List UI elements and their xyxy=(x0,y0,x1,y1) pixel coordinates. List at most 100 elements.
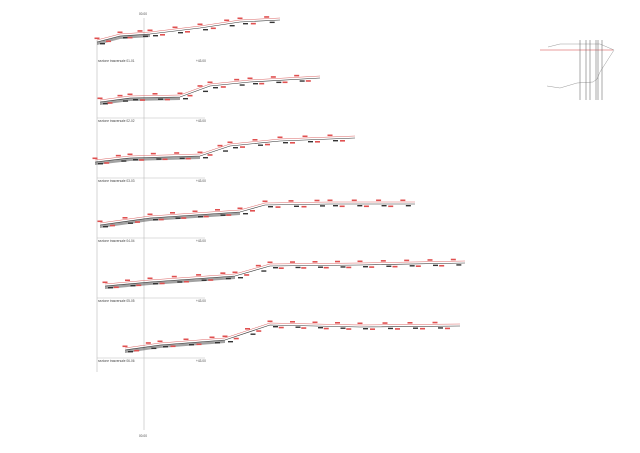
elevation-tag xyxy=(392,265,398,268)
elevation-tag xyxy=(122,217,128,219)
elevation-tag xyxy=(197,85,203,87)
distance-tag xyxy=(153,283,158,285)
distance-tag xyxy=(295,266,301,269)
section-label: sezione trasversale 04-04 xyxy=(98,239,135,243)
distance-tag xyxy=(253,83,258,85)
terrain-profile xyxy=(99,77,321,103)
distance-tag xyxy=(163,346,168,348)
elevation-tag xyxy=(104,162,110,164)
distance-tag xyxy=(177,281,183,283)
cut-hatch xyxy=(105,276,235,289)
distance-tag xyxy=(433,264,438,267)
elevation-tag xyxy=(339,205,345,208)
section-5: sezione trasversale 05-05 +43.00 xyxy=(97,258,466,303)
elevation-tag xyxy=(158,218,164,221)
distance-tag xyxy=(123,100,128,102)
elevation-tag xyxy=(237,17,243,20)
elevation-tag xyxy=(275,206,281,208)
elevation-tag xyxy=(125,279,130,282)
distance-tag xyxy=(198,216,203,218)
elevation-tag xyxy=(278,326,284,329)
distance-tag xyxy=(295,326,301,328)
distance-tag xyxy=(381,205,387,207)
elevation-tag xyxy=(117,94,123,97)
terrain-profile xyxy=(96,19,281,43)
project-profile xyxy=(99,75,321,101)
elevation-tag xyxy=(302,135,308,138)
distance-tag xyxy=(103,226,108,228)
distance-tag xyxy=(133,159,138,161)
section-elevation: +43.00 xyxy=(196,59,206,63)
section-elevation: +43.00 xyxy=(196,119,206,123)
distance-tag xyxy=(239,84,245,86)
elevation-tag xyxy=(407,322,413,324)
elevation-tag xyxy=(357,322,363,325)
elevation-tag xyxy=(301,267,307,269)
distance-tag xyxy=(133,99,138,101)
elevation-tag xyxy=(203,215,209,218)
elevation-tag xyxy=(288,200,294,202)
elevation-tag xyxy=(259,82,265,85)
elevation-tag xyxy=(185,31,190,33)
elevation-tag xyxy=(267,320,273,323)
elevation-tag xyxy=(233,337,239,340)
elevation-tag xyxy=(351,199,357,202)
elevation-tag xyxy=(301,205,307,208)
elevation-tag xyxy=(127,36,133,39)
distance-tag xyxy=(225,277,231,280)
distance-tag xyxy=(123,37,128,39)
distance-tag xyxy=(250,333,256,335)
elevation-tag xyxy=(282,81,288,84)
distance-tag xyxy=(357,205,363,207)
elevation-tag xyxy=(335,322,340,324)
elevation-tag xyxy=(255,264,261,267)
distance-tag xyxy=(438,327,443,329)
elevation-tag xyxy=(294,74,300,77)
section-elevation: +43.00 xyxy=(196,299,206,303)
elevation-tag xyxy=(265,143,270,146)
elevation-tag xyxy=(217,144,223,147)
distance-tag xyxy=(100,43,105,45)
distance-tag xyxy=(130,285,136,287)
distance-tag xyxy=(276,81,282,84)
elevation-tag xyxy=(192,210,198,213)
elevation-tag xyxy=(127,153,133,156)
elevation-tag xyxy=(252,139,258,141)
elevation-tag xyxy=(363,205,369,208)
elevation-tag xyxy=(415,265,421,267)
elevation-tag xyxy=(196,343,202,346)
elevation-tag xyxy=(382,322,388,324)
distance-tag xyxy=(308,141,313,143)
section-elevation: +43.00 xyxy=(196,239,206,243)
elevation-tag xyxy=(127,93,133,96)
elevation-tag xyxy=(327,134,333,137)
elevation-tag xyxy=(224,19,230,22)
distance-tag xyxy=(273,326,278,328)
elevation-tag xyxy=(136,284,142,287)
distance-tag xyxy=(299,80,305,82)
distance-tag xyxy=(178,32,183,34)
distance-tag xyxy=(175,217,181,219)
distance-tag xyxy=(158,98,163,100)
elevation-tag xyxy=(183,280,189,283)
elevation-tag xyxy=(312,321,318,324)
distance-tag xyxy=(363,266,368,268)
elevation-tag xyxy=(122,345,128,348)
elevation-tag xyxy=(240,146,245,148)
elevation-tag xyxy=(110,224,115,227)
distance-tag xyxy=(243,23,248,25)
distance-tag xyxy=(220,214,226,216)
elevation-tag xyxy=(234,78,240,81)
elevation-tag xyxy=(187,94,193,97)
elevation-tag xyxy=(404,259,410,262)
elevation-tag xyxy=(264,16,270,18)
elevation-tag xyxy=(172,26,178,29)
distance-tag xyxy=(153,35,158,37)
elevation-tag xyxy=(135,221,140,223)
elevation-tag xyxy=(139,159,145,161)
elevation-tag xyxy=(346,266,352,269)
distance-tag xyxy=(203,29,208,31)
distance-tag xyxy=(233,147,238,149)
distance-tag xyxy=(121,160,127,162)
project-profile xyxy=(104,260,466,285)
